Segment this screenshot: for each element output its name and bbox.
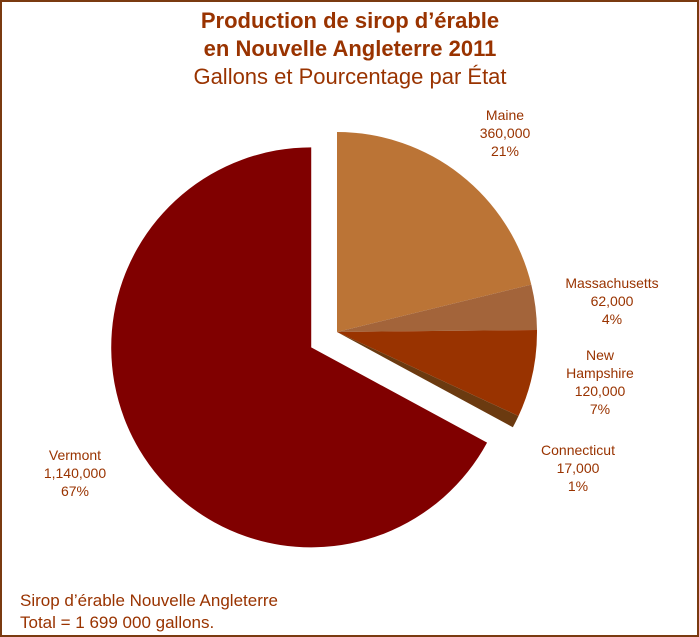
pie-slice [337,332,519,428]
percent-label: 21% [491,143,519,159]
value-label: 1,140,000 [44,465,106,481]
chart-title: Production de sirop d’érable [201,8,499,33]
chart-subtitle: Gallons et Pourcentage par État [193,64,506,89]
slice-label: Vermont [49,447,101,463]
percent-label: 67% [61,483,89,499]
percent-label: 4% [602,311,622,327]
value-label: 62,000 [591,293,634,309]
value-label: 120,000 [575,383,626,399]
footnote: Sirop d’érable Nouvelle Angleterre [20,591,278,610]
pie-slice [337,132,532,332]
pie-slice [337,284,537,332]
pie-slice [337,329,537,417]
percent-label: 1% [568,478,588,494]
percent-label: 7% [590,401,610,417]
pie-slice [111,147,488,548]
footnote: Total = 1 699 000 gallons. [20,613,214,632]
slice-label: Massachusetts [565,275,658,291]
value-label: 17,000 [557,460,600,476]
slice-label: Maine [486,107,524,123]
slice-label: Connecticut [541,442,615,458]
slice-label: New Hampshire [566,347,634,381]
value-label: 360,000 [480,125,531,141]
chart-title: en Nouvelle Angleterre 2011 [204,36,497,61]
